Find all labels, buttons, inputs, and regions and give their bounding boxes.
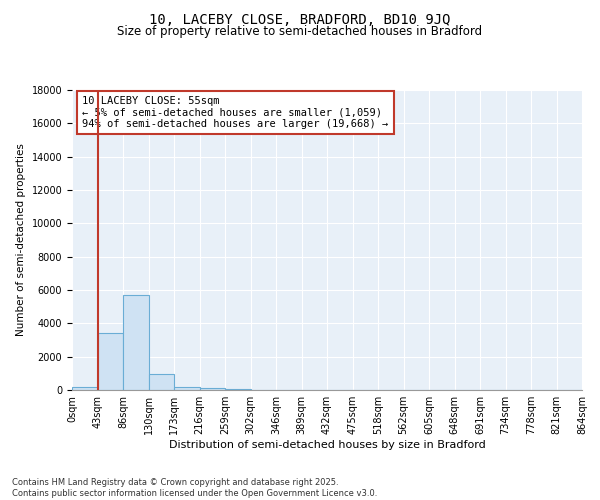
- Bar: [225, 389, 251, 390]
- X-axis label: Distribution of semi-detached houses by size in Bradford: Distribution of semi-detached houses by …: [169, 440, 485, 450]
- Bar: [149, 374, 174, 390]
- Text: 10, LACEBY CLOSE, BRADFORD, BD10 9JQ: 10, LACEBY CLOSE, BRADFORD, BD10 9JQ: [149, 12, 451, 26]
- Bar: [174, 386, 199, 390]
- Text: Size of property relative to semi-detached houses in Bradford: Size of property relative to semi-detach…: [118, 25, 482, 38]
- Bar: [97, 334, 123, 390]
- Bar: [123, 295, 149, 390]
- Text: 10 LACEBY CLOSE: 55sqm
← 5% of semi-detached houses are smaller (1,059)
94% of s: 10 LACEBY CLOSE: 55sqm ← 5% of semi-deta…: [82, 96, 388, 129]
- Text: Contains HM Land Registry data © Crown copyright and database right 2025.
Contai: Contains HM Land Registry data © Crown c…: [12, 478, 377, 498]
- Bar: [199, 388, 225, 390]
- Bar: [72, 386, 97, 390]
- Y-axis label: Number of semi-detached properties: Number of semi-detached properties: [16, 144, 26, 336]
